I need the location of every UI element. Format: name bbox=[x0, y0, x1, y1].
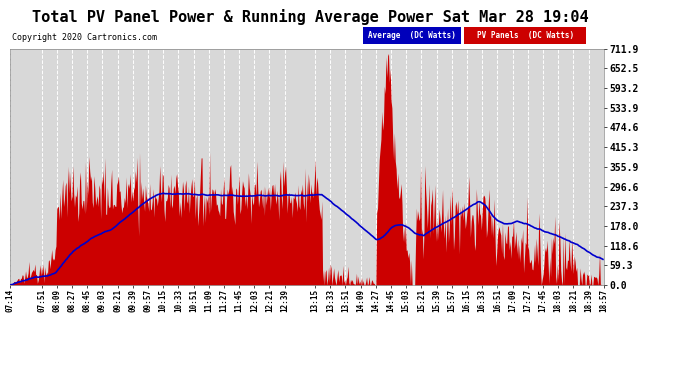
FancyBboxPatch shape bbox=[364, 27, 462, 44]
FancyBboxPatch shape bbox=[464, 27, 586, 44]
Text: Average  (DC Watts): Average (DC Watts) bbox=[368, 31, 456, 40]
Text: Copyright 2020 Cartronics.com: Copyright 2020 Cartronics.com bbox=[12, 33, 157, 42]
Text: PV Panels  (DC Watts): PV Panels (DC Watts) bbox=[477, 31, 573, 40]
Text: Total PV Panel Power & Running Average Power Sat Mar 28 19:04: Total PV Panel Power & Running Average P… bbox=[32, 9, 589, 26]
